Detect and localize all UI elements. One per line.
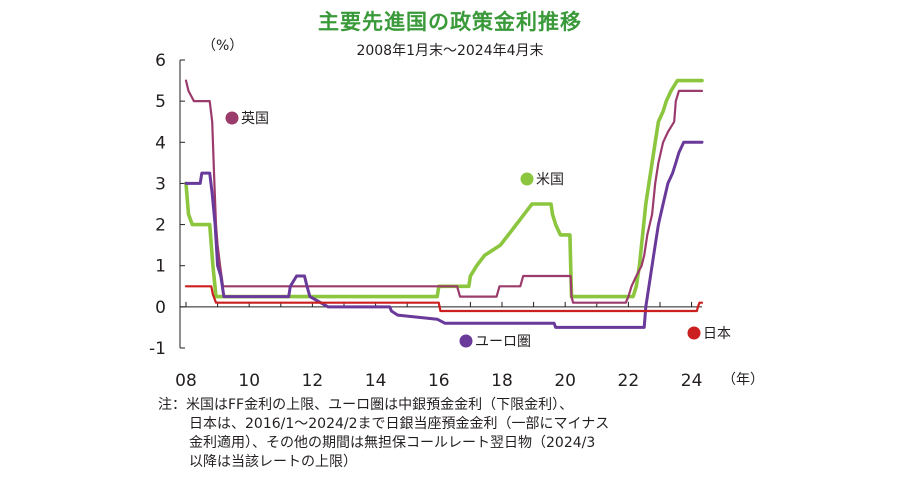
y-tick-label: 1 (155, 257, 166, 277)
y-tick-label: 3 (155, 174, 166, 194)
chart-subtitle: 2008年1月末～2024年4月末 (356, 43, 544, 59)
series-label-us: 米国 (536, 172, 564, 188)
legend-dot-us (520, 172, 534, 186)
y-tick-label: 2 (155, 216, 166, 236)
x-tick-label: 10 (238, 371, 260, 391)
y-unit-label: （%） (202, 38, 243, 54)
y-tick-label: 4 (155, 133, 166, 153)
x-tick-label: 12 (302, 371, 324, 391)
footnote-line: 以降は当該レートの上限） (189, 454, 357, 470)
footnote: 注：米国はFF金利の上限、ユーロ圏は中銀預金金利（下限金利）、 日本は、2016… (158, 396, 858, 472)
series-line-3 (184, 285, 704, 313)
x-tick-label: 14 (365, 371, 387, 391)
x-tick-label: 18 (491, 371, 513, 391)
series-label-japan: 日本 (703, 326, 731, 342)
legend-dot-euro (459, 334, 473, 348)
series-line-0 (184, 79, 704, 304)
x-tick-label: 20 (554, 371, 576, 391)
footnote-line: 日本は、2016/1～2024/2まで日銀当座預金金利（一部にマイナス (189, 416, 610, 432)
x-tick-label: 22 (618, 371, 640, 391)
x-tick-label: 16 (428, 371, 450, 391)
legend-dot-japan (687, 326, 701, 340)
y-tick-label: 6 (155, 51, 166, 71)
series-line-1 (184, 78, 704, 299)
footnote-line: 注：米国はFF金利の上限、ユーロ圏は中銀預金金利（下限金利）、 (158, 397, 574, 413)
series-label-euro: ユーロ圏 (475, 334, 531, 350)
series-line-2 (184, 140, 704, 329)
x-unit-label: （年） (722, 372, 764, 388)
y-tick-label: 0 (155, 298, 166, 318)
y-tick-label: -1 (149, 339, 166, 359)
footnote-line: 金利適用）、その他の期間は無担保コールレート翌日物（2024/3 (189, 435, 596, 451)
x-tick-label: 08 (175, 371, 197, 391)
x-tick-label: 24 (681, 371, 703, 391)
legend-dot-uk (225, 111, 239, 125)
series-label-uk: 英国 (241, 110, 269, 127)
chart-title: 主要先進国の政策金利推移 (318, 10, 582, 34)
y-tick-label: 5 (155, 92, 166, 112)
chart-series (184, 78, 704, 329)
